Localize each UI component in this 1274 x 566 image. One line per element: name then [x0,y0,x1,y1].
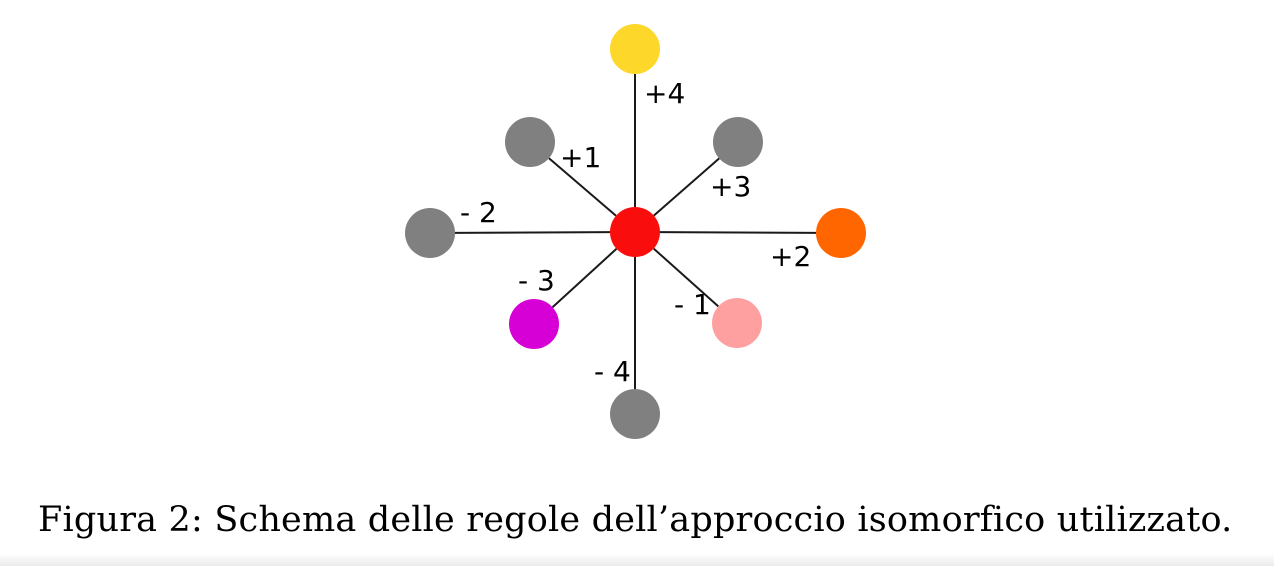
node-plus4 [610,24,660,74]
edge-labels: +4 +1 +3 - 2 +2 - 3 - 1 - 4 [460,77,811,388]
bottom-shade [0,554,1274,566]
edge-plus3 [653,157,720,217]
node-plus1 [505,117,555,167]
edge-minus3 [551,248,618,308]
edge-label-minus3: - 3 [518,264,555,297]
figure-caption: Figura 2: Schema delle regole dell’appro… [38,500,1233,540]
node-minus2 [405,208,455,258]
edge-plus2 [659,231,817,234]
node-minus3 [509,299,559,349]
edge-label-plus2: +2 [770,240,811,273]
edge-label-plus3: +3 [710,170,751,203]
edge-label-minus2: - 2 [460,196,497,229]
edge-minus1 [653,247,719,308]
isomorphic-rules-diagram: +4 +1 +3 - 2 +2 - 3 - 1 - 4 [405,24,866,439]
node-plus3 [713,117,763,167]
node-minus1 [712,298,762,348]
edge-label-plus4: +4 [644,77,685,110]
edge-minus2 [454,231,611,234]
edge-label-minus4: - 4 [594,355,631,388]
edge-label-minus1: - 1 [674,288,711,321]
edge-label-plus1: +1 [560,141,601,174]
node-minus4 [610,389,660,439]
center-node [610,207,660,257]
node-plus2 [816,208,866,258]
edge-plus1 [548,157,617,217]
nodes [405,24,866,439]
edges [454,74,817,389]
